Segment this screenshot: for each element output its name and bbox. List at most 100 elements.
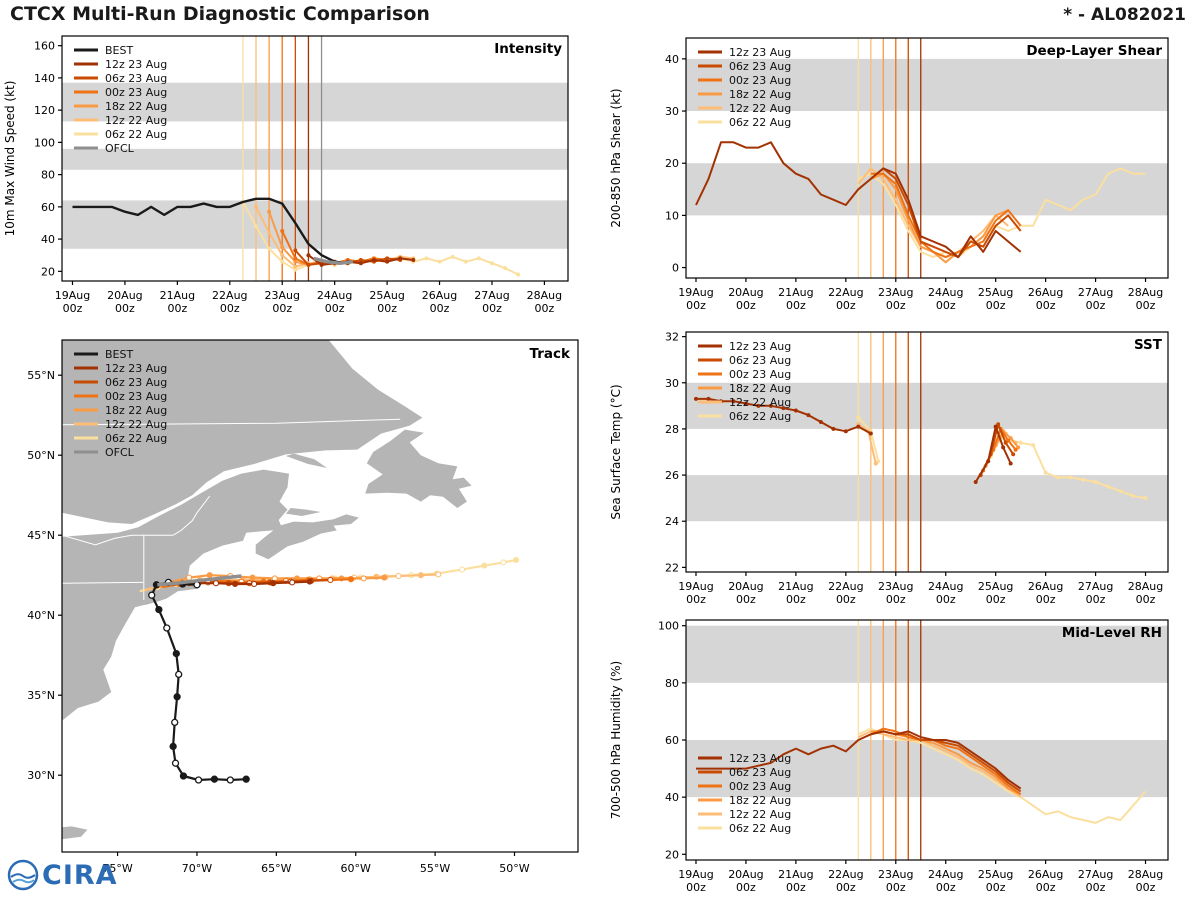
track-best <box>150 581 247 782</box>
series-best <box>72 197 348 265</box>
x-tick-day: 21Aug <box>160 289 195 302</box>
legend-label-r06z23: 06z 23 Aug <box>105 376 167 389</box>
sst-chart: 22242628303219Aug00z20Aug00z21Aug00z22Au… <box>609 331 1169 606</box>
category-band <box>686 58 1168 112</box>
legend-label-r00z23: 00z 23 Aug <box>729 368 791 381</box>
y-tick-label: 20 <box>665 848 679 861</box>
legend-label-ofcl: OFCL <box>105 446 135 459</box>
x-tick-day: 23Aug <box>878 286 913 299</box>
storm-id: * - AL082021 <box>1063 5 1186 25</box>
y-axis-label: 200-850 hPa Shear (kt) <box>609 88 623 227</box>
y-axis-label: Sea Surface Temp (°C) <box>609 384 623 519</box>
forecast-track-point <box>500 559 507 566</box>
panel-title: Mid-Level RH <box>1062 625 1162 641</box>
x-tick-hour: 00z <box>886 299 906 312</box>
x-tick-day: 21Aug <box>778 286 813 299</box>
x-tick-hour: 00z <box>220 302 240 315</box>
lon-tick-label: 55°W <box>420 862 450 875</box>
y-tick-label: 60 <box>41 201 55 214</box>
x-tick-hour: 00z <box>377 302 397 315</box>
y-tick-label: 40 <box>665 53 679 66</box>
x-tick-day: 19Aug <box>678 580 713 593</box>
lon-tick-label: 75°W <box>102 862 132 875</box>
legend-label-r06z22: 06z 22 Aug <box>729 116 791 129</box>
x-tick-hour: 00z <box>936 593 956 606</box>
category-band <box>62 148 568 170</box>
series-r00z23 <box>870 172 1022 259</box>
y-tick-label: 20 <box>41 265 55 278</box>
x-tick-hour: 00z <box>986 593 1006 606</box>
x-tick-day: 20Aug <box>728 580 763 593</box>
series-r06z23 <box>870 167 1022 259</box>
x-tick-day: 23Aug <box>264 289 299 302</box>
legend-label-r12z22: 12z 22 Aug <box>105 114 167 127</box>
forecast-track-point <box>206 572 213 579</box>
best-track-point <box>171 718 179 727</box>
y-tick-label: 28 <box>665 423 679 436</box>
y-tick-label: 80 <box>41 169 55 182</box>
best-track-point <box>173 693 181 701</box>
mid-level-rh-chart: 2040608010019Aug00z20Aug00z21Aug00z22Aug… <box>609 619 1169 894</box>
x-tick-day: 19Aug <box>678 286 713 299</box>
x-tick-day: 19Aug <box>55 289 90 302</box>
x-tick-hour: 00z <box>886 593 906 606</box>
legend-label-r00z23: 00z 23 Aug <box>729 780 791 793</box>
land-quebec-labrador <box>62 340 423 524</box>
category-band <box>62 200 568 249</box>
category-band <box>686 625 1168 683</box>
x-tick-day: 28Aug <box>1128 868 1163 881</box>
forecast-track-point <box>360 575 367 582</box>
legend-label-r06z22: 06z 22 Aug <box>105 128 167 141</box>
lat-tick-label: 35°N <box>27 689 55 702</box>
x-tick-day: 22Aug <box>828 580 863 593</box>
track-map: 30°N 35°N 40°N 45°N 50°N 55°N 75°W 70°W 65°W 60°W… <box>27 339 579 875</box>
x-tick-day: 27Aug <box>474 289 509 302</box>
series-r00z23 <box>870 727 1022 796</box>
x-tick-hour: 00z <box>736 881 756 894</box>
legend-label-r12z23: 12z 23 Aug <box>729 752 791 765</box>
category-band <box>686 163 1168 216</box>
x-tick-day: 23Aug <box>878 868 913 881</box>
lon-tick-label: 65°W <box>261 862 291 875</box>
legend-label-ofcl: OFCL <box>105 142 135 155</box>
lat-tick-label: 50°N <box>27 449 55 462</box>
cira-logo-text: CIRA <box>42 859 118 891</box>
legend-label-r12z23: 12z 23 Aug <box>729 340 791 353</box>
panel-title: SST <box>1134 337 1163 353</box>
legend-label-r06z23: 06z 23 Aug <box>729 354 791 367</box>
political-border <box>61 534 174 546</box>
political-border <box>61 418 401 426</box>
forecast-track-point <box>435 571 442 578</box>
page-title: CTCX Multi-Run Diagnostic Comparison <box>10 3 430 25</box>
best-track-point <box>148 591 156 599</box>
political-border <box>172 495 211 536</box>
legend-label-r18z22: 18z 22 Aug <box>729 794 791 807</box>
y-tick-label: 10 <box>665 209 679 222</box>
legend-label-r06z22: 06z 22 Aug <box>105 432 167 445</box>
x-tick-day: 25Aug <box>978 580 1013 593</box>
map-frame <box>61 339 579 853</box>
political-border <box>61 581 144 584</box>
x-tick-day: 28Aug <box>527 289 562 302</box>
x-tick-day: 22Aug <box>828 286 863 299</box>
panel-title: Intensity <box>494 41 562 57</box>
x-tick-day: 21Aug <box>778 868 813 881</box>
series-ofcl <box>313 256 354 266</box>
lon-tick-label: 60°W <box>341 862 371 875</box>
x-tick-hour: 00z <box>886 881 906 894</box>
plot-frame <box>685 331 1169 573</box>
x-tick-day: 22Aug <box>212 289 247 302</box>
forecast-track-point <box>289 579 296 586</box>
x-tick-hour: 00z <box>686 299 706 312</box>
lat-tick-label: 45°N <box>27 529 55 542</box>
x-tick-hour: 00z <box>63 302 83 315</box>
y-tick-label: 0 <box>672 262 679 275</box>
y-tick-label: 30 <box>665 105 679 118</box>
best-track-point <box>163 624 171 632</box>
x-tick-hour: 00z <box>1086 881 1106 894</box>
y-tick-label: 24 <box>665 515 679 528</box>
best-track-point <box>242 775 250 783</box>
x-tick-hour: 00z <box>535 302 555 315</box>
y-tick-label: 160 <box>34 40 55 53</box>
